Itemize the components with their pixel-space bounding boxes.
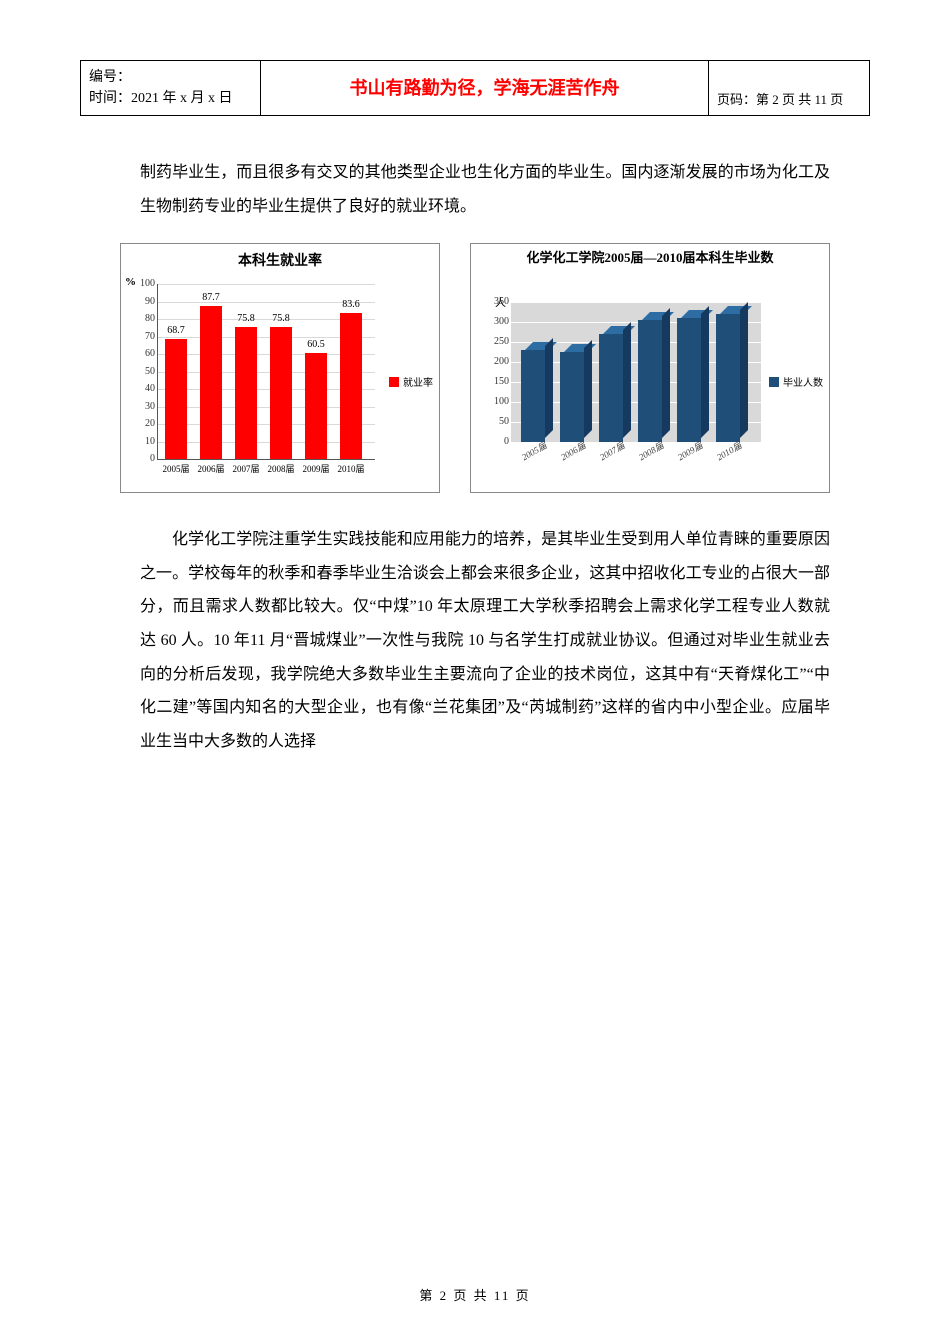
chart2-legend-label: 毕业人数: [783, 374, 823, 389]
chart1-category: 2010届: [333, 462, 369, 475]
chart1-title: 本科生就业率: [121, 244, 439, 272]
chart2-bar: [521, 302, 545, 442]
chart2-y-tick: 250: [485, 336, 509, 347]
chart1-bar-fill: [305, 353, 327, 459]
chart1-bar-value: 87.7: [193, 292, 229, 303]
chart-employment-rate: 本科生就业率 % 0102030405060708090100 2005届200…: [120, 243, 440, 493]
header-date-label: 时间：2021 年 x 月 x 日: [89, 88, 252, 109]
chart2-bar-front: [716, 314, 740, 442]
chart2-bar-front: [521, 350, 545, 442]
document-page: 编号： 时间：2021 年 x 月 x 日 书山有路勤为径，学海无涯苦作舟 页码…: [0, 0, 950, 1344]
chart1-bar: [235, 284, 257, 459]
paragraph-bottom: 化学化工学院注重学生实践技能和应用能力的培养，是其毕业生受到用人单位青睐的重要原…: [140, 523, 830, 758]
chart2-legend: 毕业人数: [769, 374, 823, 389]
chart1-y-tick: 40: [133, 383, 155, 394]
body-text-top: 制药毕业生，而且很多有交叉的其他类型企业也生化方面的毕业生。国内逐渐发展的市场为…: [80, 156, 870, 223]
chart1-bar-fill: [235, 327, 257, 460]
chart2-bar-side: [662, 308, 670, 438]
chart1-legend-label: 就业率: [403, 374, 433, 389]
header-right-cell: 页码：第 2 页 共 11 页: [709, 61, 869, 115]
chart1-bar-value: 83.6: [333, 299, 369, 310]
charts-row: 本科生就业率 % 0102030405060708090100 2005届200…: [120, 243, 870, 493]
chart2-bar-front: [677, 318, 701, 442]
chart1-category: 2009届: [298, 462, 334, 475]
header-pageinfo: 页码：第 2 页 共 11 页: [717, 90, 843, 110]
header-id-label: 编号：: [89, 67, 252, 88]
chart2-y-tick: 300: [485, 316, 509, 327]
header-mid-cell: 书山有路勤为径，学海无涯苦作舟: [261, 61, 709, 115]
chart2-y-tick: 100: [485, 396, 509, 407]
chart2-bar: [560, 302, 584, 442]
chart1-bar-fill: [165, 339, 187, 459]
chart1-bar: [165, 284, 187, 459]
chart2-bar: [716, 302, 740, 442]
chart1-y-tick: 70: [133, 331, 155, 342]
header-left-cell: 编号： 时间：2021 年 x 月 x 日: [81, 61, 261, 115]
chart2-bar-front: [638, 320, 662, 442]
chart2-bar-side: [623, 322, 631, 438]
chart1-category: 2006届: [193, 462, 229, 475]
paragraph-top: 制药毕业生，而且很多有交叉的其他类型企业也生化方面的毕业生。国内逐渐发展的市场为…: [140, 156, 830, 223]
chart2-bar: [638, 302, 662, 442]
chart2-bar-side: [584, 340, 592, 438]
chart2-bar-side: [740, 302, 748, 438]
chart1-y-tick: 90: [133, 296, 155, 307]
chart1-y-tick: 50: [133, 366, 155, 377]
page-footer: 第 2 页 共 11 页: [0, 1285, 950, 1304]
chart1-category: 2007届: [228, 462, 264, 475]
chart1-bar-fill: [340, 313, 362, 459]
chart1-category: 2008届: [263, 462, 299, 475]
chart2-y-tick: 150: [485, 376, 509, 387]
chart2-y-tick: 200: [485, 356, 509, 367]
chart2-bar-front: [599, 334, 623, 442]
chart1-bar-fill: [200, 306, 222, 459]
chart1-bar-value: 60.5: [298, 339, 334, 350]
chart2-y-tick: 350: [485, 296, 509, 307]
chart2-plot-area: [511, 302, 761, 442]
header-table: 编号： 时间：2021 年 x 月 x 日 书山有路勤为径，学海无涯苦作舟 页码…: [80, 60, 870, 116]
chart1-y-tick: 30: [133, 401, 155, 412]
chart1-y-tick: 100: [133, 278, 155, 289]
chart2-bar: [599, 302, 623, 442]
chart1-bar: [305, 284, 327, 459]
chart2-bar: [677, 302, 701, 442]
chart1-y-tick: 10: [133, 436, 155, 447]
chart1-bar: [200, 284, 222, 459]
chart1-legend: 就业率: [389, 374, 433, 389]
header-motto: 书山有路勤为径，学海无涯苦作舟: [350, 75, 620, 102]
chart2-bar-side: [701, 306, 709, 438]
chart2-y-tick: 0: [485, 436, 509, 447]
chart1-bar-value: 75.8: [228, 313, 264, 324]
chart2-bar-side: [545, 338, 553, 438]
chart1-bar-fill: [270, 327, 292, 460]
chart1-bar: [340, 284, 362, 459]
chart1-category: 2005届: [158, 462, 194, 475]
body-text-bottom: 化学化工学院注重学生实践技能和应用能力的培养，是其毕业生受到用人单位青睐的重要原…: [80, 523, 870, 758]
chart2-title: 化学化工学院2005届—2010届本科生毕业数: [471, 244, 829, 269]
chart1-plot-area: [157, 284, 375, 459]
chart2-legend-swatch: [769, 377, 779, 387]
chart2-y-tick: 50: [485, 416, 509, 427]
chart1-x-axis: [157, 459, 375, 460]
chart1-y-tick: 80: [133, 313, 155, 324]
chart1-y-tick: 0: [133, 453, 155, 464]
chart1-bar: [270, 284, 292, 459]
chart1-bar-value: 68.7: [158, 325, 194, 336]
chart1-y-tick: 60: [133, 348, 155, 359]
chart-graduate-count: 化学化工学院2005届—2010届本科生毕业数 人 05010015020025…: [470, 243, 830, 493]
chart1-y-tick: 20: [133, 418, 155, 429]
chart1-legend-swatch: [389, 377, 399, 387]
chart1-bar-value: 75.8: [263, 313, 299, 324]
